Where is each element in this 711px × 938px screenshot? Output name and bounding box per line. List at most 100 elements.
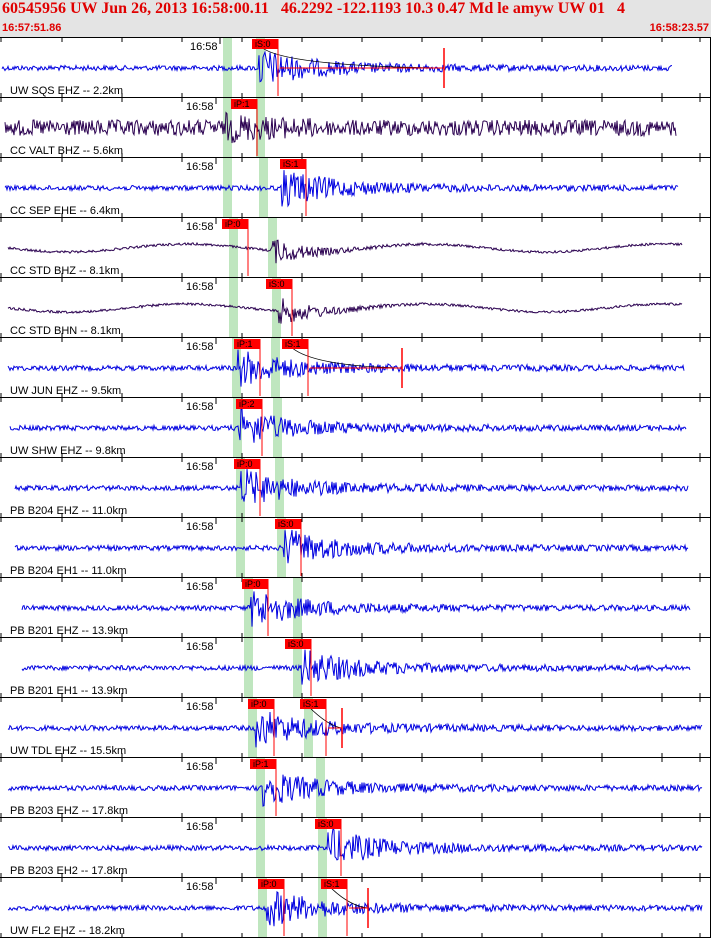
waveform-trace: [7, 349, 685, 387]
station-label: UW SQS EHZ -- 2.2km: [10, 85, 123, 97]
phase-pick[interactable]: iP:0: [242, 579, 269, 636]
phase-band: [256, 38, 265, 98]
time-tick-label: 16:58: [186, 401, 214, 413]
phase-pick[interactable]: iS:0: [285, 639, 312, 696]
phase-pick[interactable]: iP:1: [231, 99, 258, 156]
pick-label: iS:0: [255, 39, 271, 49]
station-label: PB B204 EH1 -- 11.0km: [10, 565, 127, 577]
phase-pick[interactable]: iS:0: [315, 819, 342, 876]
phase-band: [256, 98, 265, 158]
pick-flag: [248, 699, 274, 709]
pick-label: iP:2: [239, 399, 255, 409]
pick-flag: [280, 159, 306, 169]
phase-band: [258, 878, 267, 938]
pick-flag: [275, 519, 301, 529]
label-layer: iS:0 16:58 UW SQS EHZ -- 2.2km iP:1 16:58 CC …: [10, 39, 348, 937]
pick-flag: [315, 819, 341, 829]
pick-flag: [321, 879, 347, 889]
station-label: CC STD BHN -- 8.1km: [10, 325, 121, 337]
phase-band: [236, 458, 245, 518]
phase-pick[interactable]: iP:0: [234, 459, 261, 516]
phase-pick[interactable]: iP:0: [258, 879, 285, 936]
pick-label: iP:0: [245, 579, 261, 589]
event-title: 60545956 UW Jun 26, 2013 16:58:00.11 46.…: [2, 0, 625, 17]
coda-curve: [259, 45, 445, 69]
time-tick-label: 16:58: [186, 761, 214, 773]
pick-flag: [252, 39, 278, 49]
waveform-trace: [7, 239, 683, 264]
station-label: CC STD BHZ -- 8.1km: [10, 265, 119, 277]
phase-pick[interactable]: iS:0: [266, 279, 293, 336]
phase-pick[interactable]: iP:1: [250, 759, 277, 816]
coda-curve: [307, 705, 343, 729]
pick-label: iS:1: [285, 339, 301, 349]
phase-band: [233, 398, 242, 458]
phase-band: [229, 278, 238, 338]
phase-pick[interactable]: iS:0: [275, 519, 302, 576]
phase-band: [275, 458, 284, 518]
phase-pick[interactable]: iP:1: [234, 339, 261, 396]
pick-label: iP:0: [261, 879, 277, 889]
phase-pick[interactable]: iS:1: [300, 699, 327, 756]
end-time: 16:58:23.57: [649, 22, 709, 34]
coda-curve: [328, 885, 369, 909]
phase-band: [256, 758, 265, 818]
phase-pick[interactable]: iS:1: [280, 159, 307, 216]
pick-flag: [282, 339, 308, 349]
station-label: PB B201 EHZ -- 13.9km: [10, 625, 128, 637]
time-tick-label: 16:58: [186, 101, 214, 113]
waveform-trace: [7, 774, 703, 807]
phase-pick[interactable]: iP:0: [222, 219, 249, 276]
time-tick-label: 16:58: [186, 161, 214, 173]
station-label: CC SEP EHE -- 6.4km: [10, 205, 120, 217]
pick-flag: [258, 879, 284, 889]
station-label: UW SHW EHZ -- 9.8km: [10, 445, 126, 457]
station-label: UW FL2 EHZ -- 18.2km: [10, 925, 125, 937]
waveform-trace: [1, 50, 672, 83]
start-time: 16:57:51.86: [2, 22, 62, 34]
pick-label: iS:1: [303, 699, 319, 709]
pick-flag: [285, 639, 311, 649]
time-tick-label: 16:58: [186, 701, 214, 713]
pick-label: iP:0: [237, 459, 253, 469]
pick-label: iS:0: [288, 639, 304, 649]
waveform-trace: [7, 711, 703, 748]
phase-band: [244, 578, 253, 638]
time-tick-label: 16:58: [186, 821, 214, 833]
phase-band: [293, 638, 302, 698]
phase-band: [318, 818, 327, 878]
phase-band: [232, 338, 241, 398]
time-tick-label: 16:58: [186, 221, 214, 233]
coda-curve: [289, 345, 403, 369]
waveform-trace: [21, 649, 691, 685]
pick-flag: [250, 759, 276, 769]
time-tick-label: 16:58: [186, 461, 214, 473]
pick-label: iP:0: [225, 219, 241, 229]
waveform-trace: [21, 591, 691, 627]
waveform-trace: [14, 529, 689, 564]
station-label: PB B204 EHZ -- 11.0km: [10, 505, 127, 517]
time-tick-label: 16:58: [186, 281, 214, 293]
time-tick-label: 16:58: [186, 881, 214, 893]
phase-pick[interactable]: iP:0: [248, 699, 275, 756]
waveform-trace: [14, 469, 689, 503]
pick-flag: [266, 279, 292, 289]
time-tick-label: 16:58: [186, 341, 214, 353]
waveform-trace: [4, 111, 677, 144]
phase-pick[interactable]: iS:0: [252, 39, 279, 96]
pick-flag: [231, 99, 257, 109]
waveform-trace: [9, 407, 687, 443]
pick-flag: [234, 459, 260, 469]
seismogram-plot: iS:0 16:58 UW SQS EHZ -- 2.2km iP:1 16:58 CC …: [0, 38, 711, 938]
phase-pick[interactable]: iP:2: [236, 399, 263, 456]
phase-band: [272, 278, 281, 338]
station-label: CC VALT BHZ -- 5.6km: [10, 145, 123, 157]
phase-band: [229, 218, 238, 278]
pick-flag: [242, 579, 268, 589]
phase-pick[interactable]: iS:1: [282, 339, 309, 396]
pick-label: iP:1: [234, 99, 250, 109]
pick-label: iS:0: [318, 819, 334, 829]
phase-band: [316, 758, 325, 818]
phase-pick[interactable]: iS:1: [321, 879, 348, 936]
header-bar: 60545956 UW Jun 26, 2013 16:58:00.11 46.…: [0, 0, 711, 38]
